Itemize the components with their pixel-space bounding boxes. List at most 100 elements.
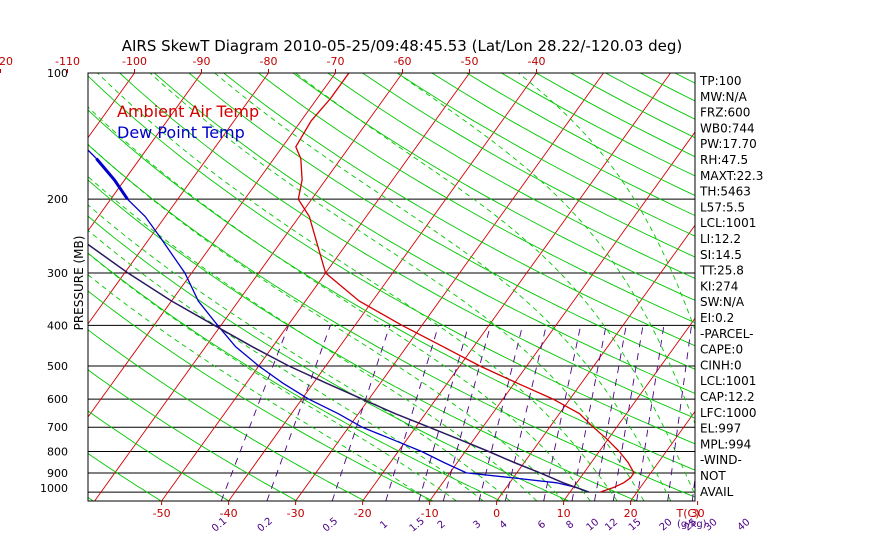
moist-adiabat--2 [88, 229, 484, 501]
isotherm--10 [429, 131, 695, 501]
pressure-tick-label: 100 [47, 67, 68, 80]
mixing-ratio-line-10 [594, 325, 627, 501]
dry-adiabat-410 [396, 73, 695, 237]
mixing-ratio-line-0.2 [266, 325, 331, 501]
isotherm--80 [88, 73, 269, 325]
bottom-temp-tick-label: 10 [557, 507, 571, 520]
bottom-temp-tick-label: -40 [220, 507, 238, 520]
dry-adiabat-230 [88, 410, 230, 501]
y-axis-label: PRESSURE (MB) [72, 236, 86, 331]
moist-adiabat-34 [397, 73, 695, 425]
dry-adiabat-400 [362, 73, 695, 258]
mixing-ratio-tick-label: 20 [658, 517, 675, 534]
sounding-index-item: AVAIL [700, 485, 734, 499]
mixing-ratio-tick-label: 8 [564, 519, 576, 532]
moist-adiabat-10 [88, 143, 564, 501]
mixing-ratio-line-1.5 [418, 325, 469, 501]
dry-adiabat-240 [88, 369, 298, 501]
isotherm--110 [0, 73, 68, 501]
pressure-tick-label: 500 [47, 360, 68, 373]
sounding-index-item: SW:N/A [700, 295, 745, 309]
moist-adiabat-26 [214, 73, 672, 501]
mixing-ratio-tick-label: 6 [536, 519, 548, 532]
mixing-ratio-line-0.1 [220, 325, 290, 501]
bottom-temp-tick-label: 0 [493, 507, 500, 520]
pressure-tick-label: 800 [47, 446, 68, 459]
mixing-ratio-tick-label: 12 [603, 517, 620, 534]
mixing-ratio-line-2 [442, 325, 491, 501]
bottom-temp-tick-label: -20 [354, 507, 372, 520]
mixing-ratio-tick-label: 2 [436, 519, 448, 532]
moist-adiabat-22 [149, 73, 645, 501]
dry-adiabat-390 [327, 73, 695, 279]
dewpoint-thick-segment [95, 157, 129, 201]
mixing-ratio-line-12 [612, 325, 644, 501]
dry-adiabat-290 [88, 179, 637, 501]
bottom-temp-tick-label: 30 [691, 507, 705, 520]
bottom-temp-tick-label: 20 [624, 507, 638, 520]
series-layer [88, 73, 635, 493]
sounding-index-item: LFC:1000 [700, 406, 757, 420]
sounding-index-item: RH:47.5 [700, 153, 748, 167]
isotherm-20 [630, 410, 695, 501]
moist-adiabat-2 [88, 204, 511, 501]
sounding-index-item: MAXT:22.3 [700, 169, 763, 183]
isotherm--40 [228, 73, 537, 501]
mixing-ratio-tick-label: 4 [498, 519, 510, 532]
mixing-ratio-tick-label: 3 [471, 519, 483, 532]
isotherm--50 [161, 73, 470, 501]
moist-adiabat-14 [88, 106, 591, 501]
sounding-index-item: TT:25.8 [699, 264, 744, 278]
moist-adiabat-30 [295, 73, 695, 497]
dry-adiabat-320 [88, 75, 695, 445]
dry-adiabat-440 [501, 73, 695, 177]
top-temp-tick-label: -70 [327, 55, 345, 68]
top-temp-tick-label: -90 [193, 55, 211, 68]
mixing-ratio-line-8 [571, 325, 607, 501]
top-temp-tick-label: -120 [0, 55, 13, 68]
pressure-tick-label: 400 [47, 319, 68, 332]
sounding-index-item: NOT [700, 469, 726, 483]
mixing-ratio-tick-label: 40 [736, 517, 753, 534]
sounding-index-item: KI:274 [700, 279, 738, 293]
dry-adiabat-340 [154, 73, 695, 394]
moist-adiabat--10 [88, 274, 430, 501]
mixing-ratio-tick-label: 10 [584, 517, 601, 534]
dry-adiabat-250 [88, 329, 366, 501]
sounding-index-item: EI:0.2 [700, 311, 734, 325]
mixing-ratio-line-4 [504, 325, 547, 501]
dry-adiabat-370 [258, 73, 695, 324]
sounding-index-item: PW:17.70 [700, 137, 757, 151]
grid-layer [0, 73, 870, 501]
sounding-index-item: SI:14.5 [700, 248, 742, 262]
pressure-tick-label: 1000 [40, 482, 68, 495]
isotherm-50 [832, 73, 870, 501]
mixing-ratio-tick-label: 0.2 [256, 516, 275, 535]
dry-adiabat-360 [223, 73, 695, 347]
legend-dew-point-temp: Dew Point Temp [117, 123, 245, 142]
sounding-index-item: LCL:1001 [700, 374, 756, 388]
sounding-index-item: LI:12.2 [700, 232, 741, 246]
sounding-index-item: -PARCEL- [700, 327, 754, 341]
dry-adiabat-270 [88, 252, 502, 501]
mixing-ratio-line-1 [385, 325, 439, 501]
isotherm-0 [496, 224, 695, 501]
dry-adiabat-350 [188, 73, 695, 370]
mixing-ratio-line-0.5 [331, 325, 391, 501]
axis-layer: 1002003004005006007008009001000-120-110-… [0, 55, 752, 534]
isotherm-10 [563, 317, 695, 501]
dry-adiabat-220 [88, 452, 162, 501]
moist-adiabat-18 [97, 73, 618, 501]
sounding-index-item: FRZ:600 [700, 106, 750, 120]
sounding-index-item: EL:997 [700, 422, 741, 436]
moist-adiabat-6 [88, 175, 538, 501]
bottom-temp-unit: T(C) [676, 507, 700, 520]
dry-adiabat-260 [88, 290, 434, 501]
mixing-ratio-tick-label: 0.5 [321, 516, 340, 535]
isotherm--70 [88, 73, 336, 418]
top-temp-tick-label: -100 [122, 55, 147, 68]
chart-title: AIRS SkewT Diagram 2010-05-25/09:48:45.5… [122, 37, 683, 55]
mixing-ratio-line-20 [667, 325, 692, 501]
